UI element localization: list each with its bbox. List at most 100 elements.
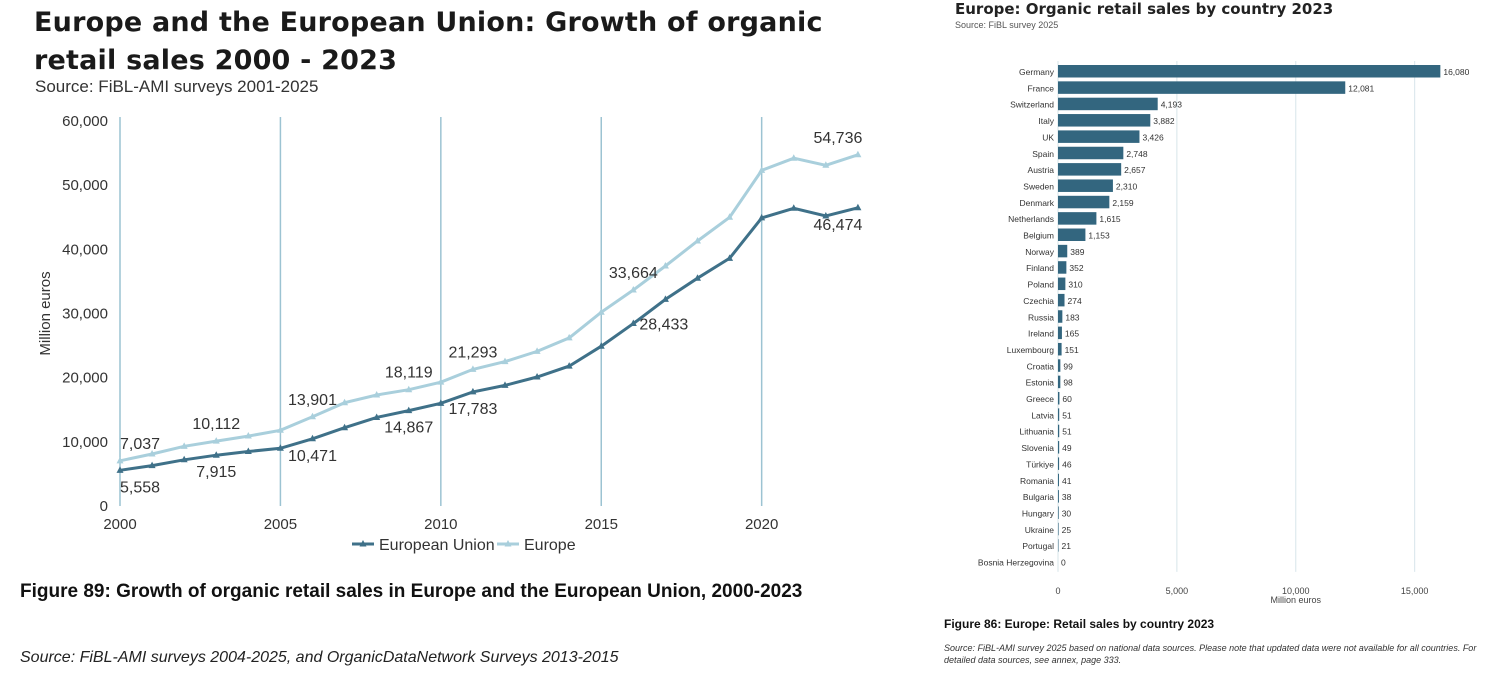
x-tick-label: 10,000	[1282, 586, 1310, 596]
category-label: Poland	[1028, 280, 1055, 290]
value-label: 41	[1062, 476, 1072, 486]
value-label: 99	[1063, 361, 1073, 371]
bar	[1058, 342, 1062, 356]
bar	[1058, 81, 1346, 94]
category-label: Estonia	[1026, 378, 1055, 388]
category-label: Latvia	[1031, 410, 1054, 420]
bar	[1058, 228, 1086, 241]
data-point	[822, 211, 830, 219]
value-label: 51	[1062, 410, 1072, 420]
data-point	[565, 362, 573, 369]
data-point	[437, 399, 445, 406]
data-point	[629, 285, 637, 293]
category-label: Denmark	[1020, 198, 1055, 208]
data-point	[533, 373, 541, 380]
right-chart-source: Source: FiBL survey 2025	[955, 20, 1059, 30]
value-label: 1,615	[1099, 214, 1121, 224]
data-point	[116, 456, 124, 464]
x-tick-label: 15,000	[1401, 586, 1429, 596]
data-label: 5,558	[120, 479, 160, 496]
data-point	[790, 154, 798, 161]
value-label: 49	[1062, 443, 1072, 453]
data-label: 28,433	[639, 317, 688, 334]
value-label: 3,882	[1153, 116, 1175, 126]
y-tick-label: 40,000	[62, 241, 108, 258]
right-figure-caption: Figure 86: Europe: Retail sales by count…	[944, 617, 1215, 631]
value-label: 38	[1062, 492, 1072, 502]
bar	[1058, 522, 1059, 536]
series-line-europe	[119, 153, 859, 463]
line-chart: 2000 2005 2010 2015 2020 0 10,000 20,000 30,000 4…	[37, 113, 862, 554]
value-label: 98	[1063, 378, 1073, 388]
left-chart-title: Europe and the European Union: Growth of…	[34, 7, 823, 76]
bar	[1058, 130, 1140, 143]
category-label: Greece	[1026, 394, 1054, 404]
category-label: Spain	[1032, 149, 1054, 159]
left-chart-source: Source: FiBL-AMI surveys 2001-2025	[35, 77, 319, 96]
category-label: Czechia	[1023, 296, 1054, 306]
bar-chart: 0 5,000 10,000 15,000 Million euros Germany 16…	[978, 61, 1470, 605]
x-tick-label: 2005	[264, 516, 297, 533]
data-point	[180, 455, 188, 463]
data-point	[309, 412, 316, 420]
data-label: 18,119	[385, 365, 433, 382]
value-label: 1,153	[1088, 231, 1110, 241]
category-label: Russia	[1028, 312, 1054, 322]
category-label: Bulgaria	[1023, 492, 1054, 502]
data-point	[405, 385, 413, 393]
right-figure-source: Source: FiBL-AMI survey 2025 based on na…	[944, 643, 1477, 665]
value-label: 30	[1062, 508, 1072, 518]
category-label: UK	[1042, 132, 1054, 142]
bar	[1058, 441, 1060, 454]
category-label: Finland	[1026, 263, 1054, 273]
data-point	[822, 161, 830, 168]
category-label: Ireland	[1028, 329, 1054, 339]
data-point	[212, 451, 220, 458]
data-point	[501, 381, 509, 388]
data-point	[244, 432, 252, 439]
data-point	[597, 342, 605, 349]
data-point	[469, 365, 477, 372]
value-label: 46	[1062, 459, 1072, 469]
category-label: Luxembourg	[1007, 345, 1055, 355]
y-tick-label: 0	[100, 498, 108, 515]
bar	[1058, 293, 1065, 307]
data-point	[373, 413, 381, 420]
data-point	[212, 437, 220, 444]
series-line-eu	[119, 206, 859, 472]
y-axis-label: Million euros	[37, 271, 54, 355]
y-tick-label: 60,000	[62, 113, 108, 130]
data-label: 10,112	[192, 416, 240, 433]
category-label: Netherlands	[1008, 214, 1054, 224]
data-point	[726, 213, 734, 220]
bar	[1058, 179, 1113, 192]
category-label: Portugal	[1022, 541, 1054, 551]
category-label: France	[1028, 83, 1055, 93]
data-point	[854, 203, 862, 211]
bar	[1058, 424, 1060, 438]
data-point	[565, 333, 573, 341]
bar	[1058, 244, 1068, 258]
y-tick-label: 50,000	[62, 177, 108, 194]
value-label: 2,310	[1116, 181, 1138, 191]
data-label: 13,901	[288, 392, 337, 409]
bar	[1058, 195, 1110, 209]
bar	[1058, 65, 1441, 78]
legend-label: European Union	[379, 537, 495, 554]
data-point	[533, 347, 541, 354]
bar	[1058, 212, 1097, 225]
category-label: Türkiye	[1026, 459, 1054, 469]
data-point	[597, 308, 605, 315]
x-tick-label: 5,000	[1166, 586, 1189, 596]
value-label: 0	[1061, 558, 1066, 568]
legend-marker	[359, 540, 367, 547]
value-label: 51	[1062, 427, 1072, 437]
value-label: 60	[1062, 394, 1072, 404]
data-point	[469, 387, 477, 395]
category-label: Norway	[1025, 247, 1055, 257]
data-point	[180, 442, 188, 449]
data-label: 33,664	[609, 265, 658, 282]
value-label: 4,193	[1161, 100, 1183, 110]
value-label: 2,748	[1126, 149, 1148, 159]
data-label: 21,293	[448, 344, 497, 361]
